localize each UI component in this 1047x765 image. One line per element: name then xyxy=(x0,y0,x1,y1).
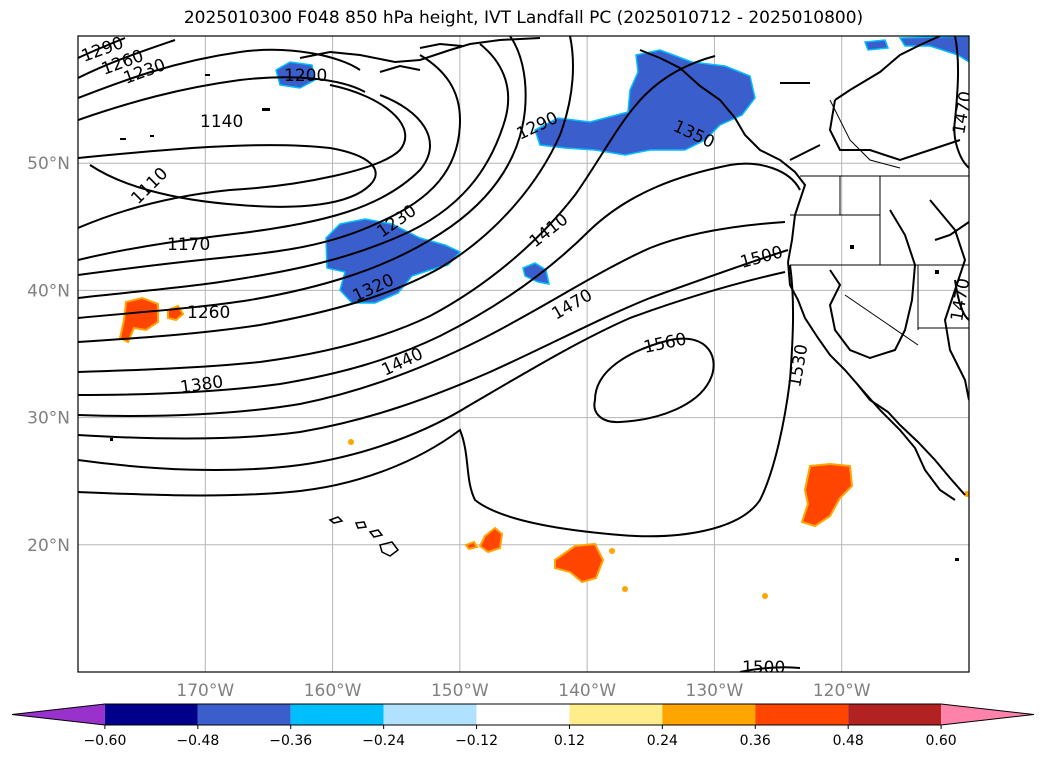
ivt-positive-region xyxy=(478,526,504,554)
latitude-labels: 50°N 40°N 30°N 20°N xyxy=(27,154,70,556)
colorbar-segment xyxy=(12,704,105,725)
colorbar-segment xyxy=(476,704,570,725)
map-title: 2025010300 F048 850 hPa height, IVT Land… xyxy=(183,8,864,28)
longitude-label: 130°W xyxy=(686,681,744,701)
height-contours xyxy=(78,36,969,672)
latitude-label: 30°N xyxy=(27,409,70,429)
ivt-positive-regions xyxy=(118,296,969,599)
longitude-label: 160°W xyxy=(304,681,362,701)
ivt-positive-region xyxy=(464,540,479,551)
colorbar-tick-label: −0.24 xyxy=(362,733,405,749)
colorbar-tick-label: 0.24 xyxy=(647,733,678,749)
map-panel: 1290 1260 1230 1200 1140 1110 1170 1230 … xyxy=(77,35,976,678)
colorbar-tick-label: 0.60 xyxy=(926,733,957,749)
political-boundaries xyxy=(790,99,969,346)
longitude-label: 120°W xyxy=(813,681,871,701)
map-background xyxy=(78,36,969,672)
contour-label: 1140 xyxy=(200,112,243,132)
colorbar-tick-label: 0.36 xyxy=(740,733,771,749)
colorbar-segment xyxy=(755,704,849,725)
colorbar-tick-label: −0.48 xyxy=(176,733,219,749)
ivt-negative-region xyxy=(534,49,756,156)
hawaiian-islands xyxy=(328,516,400,557)
contour-label: 1170 xyxy=(167,235,210,255)
ivt-positive-region xyxy=(800,462,854,528)
colorbar: −0.60 −0.48 −0.36 −0.24 −0.12 0.12 0.24 0.36 0.4… xyxy=(11,703,1035,749)
ivt-positive-dot xyxy=(348,439,354,445)
ivt-negative-region xyxy=(325,218,462,304)
ivt-positive-dot xyxy=(622,586,628,592)
contour-label: 1470 xyxy=(949,90,976,136)
contour-label: 1470 xyxy=(947,277,974,323)
ivt-negative-region xyxy=(863,39,890,51)
ivt-positive-dot xyxy=(964,491,969,497)
ivt-positive-dot xyxy=(762,593,768,599)
contour-label: 1200 xyxy=(284,66,327,86)
colorbar-segment xyxy=(383,704,477,725)
colorbar-tick-label: 0.12 xyxy=(554,733,585,749)
latitude-label: 40°N xyxy=(27,281,70,301)
coast-fragments xyxy=(110,74,959,561)
colorbar-tick-label: −0.12 xyxy=(455,733,498,749)
latitude-label: 50°N xyxy=(27,154,70,174)
contour-label: 1260 xyxy=(187,303,230,323)
ivt-negative-region xyxy=(275,61,316,89)
ivt-positive-region xyxy=(118,296,159,344)
colorbar-tick-label: 0.48 xyxy=(833,733,864,749)
colorbar-segment xyxy=(662,704,756,725)
ivt-positive-region xyxy=(554,542,605,584)
longitude-label: 170°W xyxy=(176,681,234,701)
latitude-label: 20°N xyxy=(27,536,70,556)
longitude-label: 150°W xyxy=(431,681,489,701)
map-frame xyxy=(77,35,970,673)
coastlines xyxy=(299,36,969,501)
longitude-labels: 170°W 160°W 150°W 140°W 130°W 120°W xyxy=(176,681,870,701)
colorbar-segment xyxy=(848,704,942,725)
colorbar-segment xyxy=(104,704,198,725)
colorbar-segment xyxy=(197,704,291,725)
colorbar-segment xyxy=(290,704,384,725)
ivt-positive-dot xyxy=(609,548,615,554)
colorbar-segment xyxy=(941,704,1034,725)
colorbar-segment xyxy=(569,704,663,725)
ivt-negative-regions xyxy=(275,36,969,304)
longitude-label: 140°W xyxy=(558,681,616,701)
colorbar-tick-label: −0.60 xyxy=(83,733,126,749)
ivt-negative-region xyxy=(522,262,550,285)
colorbar-tick-label: −0.36 xyxy=(269,733,312,749)
contour-label: 1500 xyxy=(742,658,785,678)
